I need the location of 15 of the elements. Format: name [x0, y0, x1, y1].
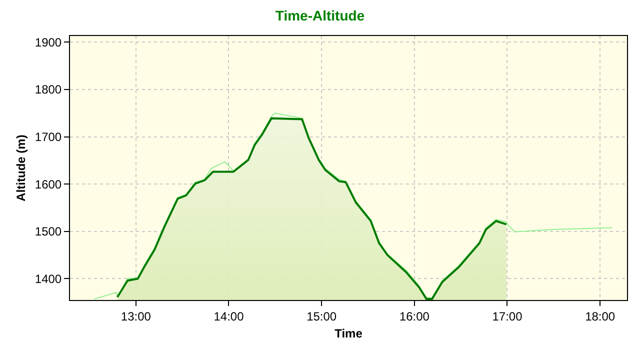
y-tick-label: 1400: [34, 272, 62, 286]
y-tick-label: 1800: [34, 82, 62, 97]
y-tick-label: 1900: [34, 35, 62, 50]
x-tick-label: 15:00: [306, 309, 337, 324]
x-tick-label: 14:00: [214, 309, 244, 324]
x-tick-label: 16:00: [399, 309, 430, 324]
x-axis-title: Time: [334, 326, 363, 340]
x-tick-label: 17:00: [492, 309, 523, 324]
y-tick-label: 1600: [34, 177, 62, 192]
x-tick-label: 18:00: [585, 309, 616, 324]
chart-title: Time-Altitude: [275, 7, 365, 24]
x-tick-label: 13:00: [120, 309, 152, 324]
y-axis-title: Altitude (m): [14, 134, 28, 202]
y-tick-label: 1500: [34, 224, 62, 239]
y-tick-label: 1700: [34, 130, 62, 144]
